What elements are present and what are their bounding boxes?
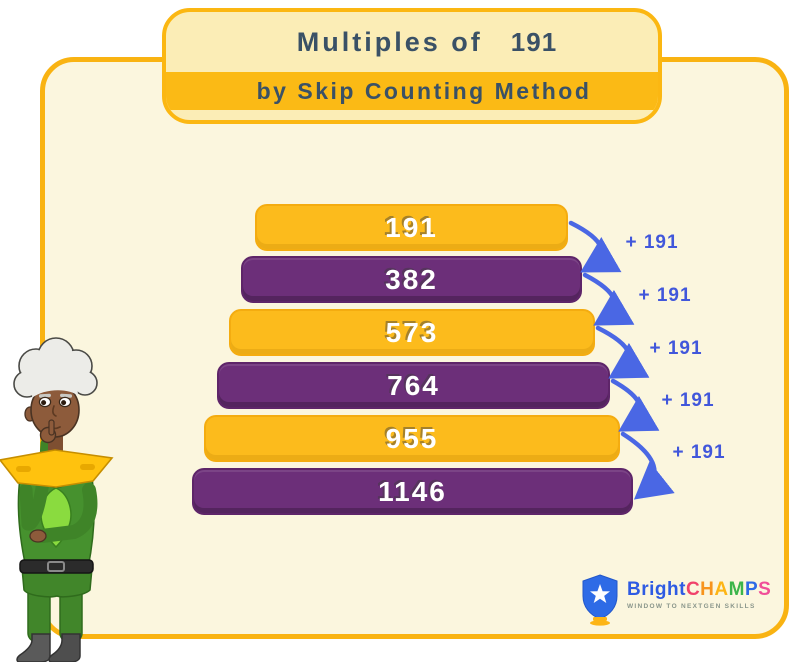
plus-step-label: + 191 [638,285,692,306]
bar-value: 1146 [378,475,447,507]
curved-arrow-icon [610,378,660,432]
bar-value: 191 [385,211,438,243]
title-number: 191 [510,26,558,57]
pyramid-bar: 382 [241,256,582,303]
brand-letter: P [744,579,759,600]
page-title: Multiples of 191 [166,12,658,72]
pyramid-bar: 191 [255,204,568,251]
pyramid-bar: 764 [217,362,610,409]
bar-value: 764 [387,369,440,401]
header-box: Multiples of 191 by Skip Counting Method [162,8,662,124]
bar-value: 382 [385,263,438,295]
brand-letter: M [728,579,745,600]
brand-letter: A [714,579,729,600]
brand-tagline: WINDOW TO NEXTGEN SKILLS [627,603,756,610]
logo-text: BrightCHAMPS WINDOW TO NEXTGEN SKILLS [627,574,771,611]
brand-letter: H [700,579,715,600]
skip-arrows [568,220,675,500]
pyramid-bar: 955 [204,415,620,462]
pyramid-bar: 1146 [192,468,633,515]
bar-value: 573 [385,316,439,348]
brand-letter: C [685,579,701,600]
brightchamps-logo: BrightCHAMPS WINDOW TO NEXTGEN SKILLS [580,574,771,626]
curved-arrow-icon [568,220,622,273]
subtitle-band: by Skip Counting Method [166,72,658,110]
pyramid-bar: 573 [229,309,595,356]
brand-prefix: Bright [627,579,686,600]
brand-letter: S [758,579,772,600]
shield-star-icon [582,574,618,626]
title-prefix: Multiples of [296,26,483,57]
brand-name: BrightCHAMPS [627,580,771,600]
curved-arrow-icon [582,272,635,326]
subtitle-text: by Skip Counting Method [256,77,592,104]
brand-suffix: CHAMPS [686,579,771,600]
curved-arrow-icon [595,325,650,379]
plus-step-label: + 191 [649,338,703,359]
bar-value: 955 [385,422,439,454]
thinking-woman-illustration [0,337,114,662]
plus-step-label: + 191 [661,390,715,411]
plus-step-label: + 191 [625,232,679,253]
plus-step-label: + 191 [672,442,726,463]
curved-arrow-icon [620,431,675,500]
